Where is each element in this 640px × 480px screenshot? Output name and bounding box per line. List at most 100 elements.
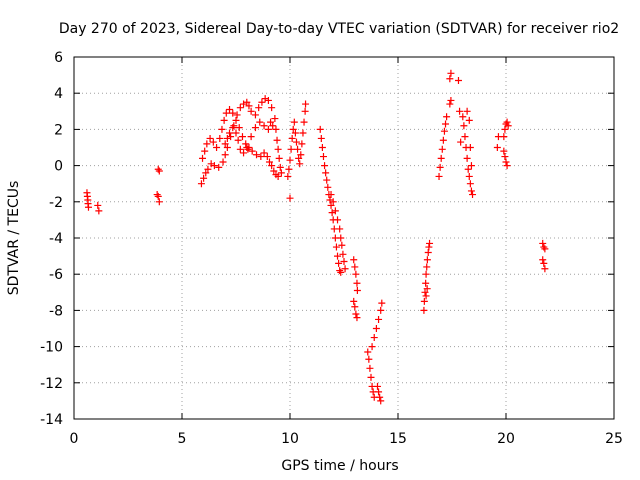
grid-lines	[74, 57, 614, 419]
data-point	[215, 163, 223, 171]
data-point	[541, 245, 549, 253]
data-point	[337, 234, 345, 242]
data-point	[539, 239, 547, 247]
data-point	[263, 153, 271, 161]
y-tick-label: -12	[40, 376, 63, 392]
data-point	[370, 334, 378, 342]
series-arc-07	[245, 144, 282, 180]
x-axis-label: GPS time / hours	[281, 458, 398, 474]
data-point	[260, 149, 268, 157]
data-point	[368, 343, 376, 351]
data-point	[220, 116, 228, 124]
data-point	[504, 122, 512, 130]
data-point	[261, 95, 269, 103]
data-point	[424, 248, 432, 256]
data-point	[423, 285, 431, 293]
data-point	[255, 104, 263, 112]
data-point	[352, 270, 360, 278]
data-point	[463, 107, 471, 115]
data-point	[541, 265, 549, 273]
data-point	[457, 138, 465, 146]
data-point	[287, 145, 295, 153]
data-point	[331, 207, 339, 215]
data-point	[466, 180, 474, 188]
series-arc-12	[364, 299, 386, 405]
y-tick-label: 0	[54, 159, 63, 175]
data-point	[420, 297, 428, 305]
data-point	[260, 122, 268, 130]
data-point	[277, 169, 285, 177]
data-point	[256, 118, 264, 126]
data-point	[339, 250, 347, 258]
series-arc-09	[316, 125, 345, 276]
data-point	[286, 156, 294, 164]
data-point	[321, 162, 329, 170]
data-point	[258, 98, 266, 106]
series-arc-01	[83, 189, 103, 215]
axis-ticks: 0 5 10 15 20 25 -14 -12 -10 -8 -6 -4 -2 0 2 4 6	[40, 50, 623, 447]
data-point	[378, 299, 386, 307]
data-point	[443, 113, 451, 121]
data-point	[274, 172, 282, 180]
data-point	[454, 77, 462, 85]
data-point	[154, 192, 162, 200]
y-tick-label: -14	[40, 412, 63, 428]
data-point	[295, 154, 303, 162]
series-arc-17	[539, 239, 549, 273]
data-point	[299, 129, 307, 137]
data-point	[326, 196, 334, 204]
x-tick-label: 5	[178, 431, 187, 447]
data-point	[155, 198, 163, 206]
y-axis-label: SDTVAR / TECUs	[6, 181, 22, 296]
data-point	[226, 129, 234, 137]
data-point	[265, 158, 273, 166]
data-point	[204, 165, 212, 173]
data-point	[329, 198, 337, 206]
data-point	[540, 243, 548, 251]
data-points	[83, 69, 549, 405]
data-point	[273, 136, 281, 144]
data-point	[540, 259, 548, 267]
data-point	[366, 364, 374, 372]
data-point	[247, 107, 255, 115]
data-point	[202, 169, 210, 177]
data-point	[336, 267, 344, 275]
data-point	[372, 325, 380, 332]
data-point	[289, 125, 297, 133]
data-point	[216, 134, 224, 142]
data-point	[460, 122, 468, 130]
data-point	[467, 187, 475, 195]
data-point	[500, 133, 508, 141]
data-point	[218, 125, 226, 133]
data-point	[447, 96, 455, 104]
data-point	[420, 306, 428, 314]
data-point	[210, 162, 218, 170]
data-point	[353, 314, 361, 322]
data-point	[539, 256, 547, 264]
data-point	[421, 288, 429, 296]
data-point	[219, 158, 227, 166]
data-point	[319, 153, 327, 161]
data-point	[284, 172, 292, 180]
data-point	[341, 265, 349, 273]
data-point	[232, 116, 240, 124]
data-point	[327, 191, 335, 199]
data-point	[465, 172, 473, 180]
data-point	[423, 256, 431, 264]
data-point	[84, 203, 92, 211]
data-point	[229, 109, 237, 117]
data-point	[235, 124, 243, 132]
data-point	[197, 180, 205, 188]
data-point	[264, 125, 272, 133]
data-point	[364, 348, 372, 356]
data-point	[376, 393, 384, 401]
data-point	[350, 297, 358, 305]
data-point	[153, 191, 161, 199]
data-point	[94, 201, 102, 209]
data-point	[502, 158, 510, 166]
data-point	[291, 129, 299, 137]
data-point	[439, 136, 447, 144]
series-arc-08	[284, 100, 310, 202]
data-point	[285, 165, 293, 173]
